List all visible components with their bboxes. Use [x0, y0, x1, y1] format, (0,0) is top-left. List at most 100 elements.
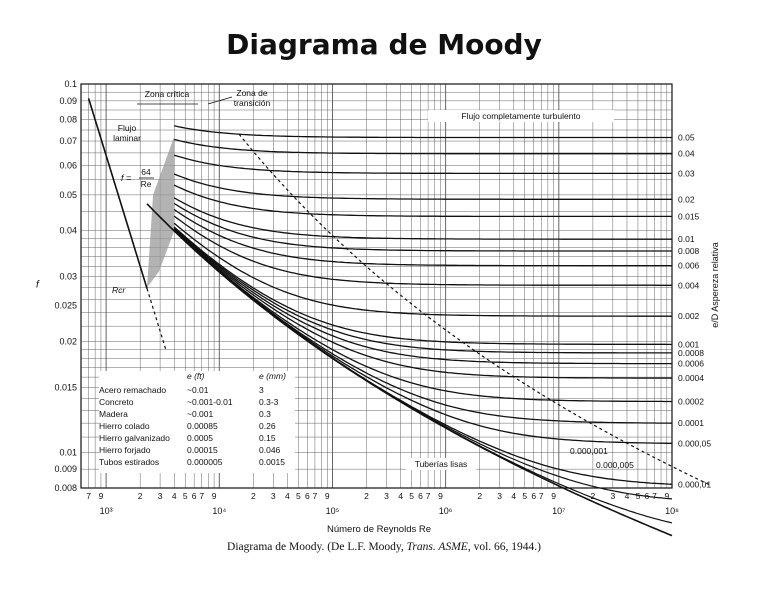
plot-frame [80, 83, 673, 489]
x-tick-label: 9 [212, 491, 217, 501]
roughness-curve [173, 209, 672, 267]
material-name: Tubos estirados [99, 457, 160, 467]
caption-text: Diagrama de Moody. (De L.F. Moody, [227, 541, 407, 553]
smooth-pipe-curve [146, 203, 673, 537]
roughness-curve [173, 229, 672, 403]
material-name: Acero remachado [99, 385, 167, 395]
table-row: Madera ~0.001 0.3 [99, 409, 295, 420]
roughness-mm: 0.26 [259, 421, 276, 431]
roughness-curve [173, 226, 672, 346]
x-tick-label: 5 [409, 491, 414, 501]
x-tick-label: 4 [398, 491, 403, 501]
roughness-label: 0.006 [678, 261, 700, 271]
x-tick-label: 4 [285, 491, 290, 501]
roughness-mm: 0.046 [259, 445, 281, 455]
axis-layer: 0.050.040.030.020.0150.010.0080.0060.004… [36, 79, 720, 535]
roughness-label: 0.008 [678, 246, 700, 256]
critical-reynolds-label: Rcr [112, 285, 126, 295]
table-header-mm: e (mm) [259, 371, 286, 381]
y-tick-label: 0.08 [59, 115, 77, 125]
x-tick-label: 7 [652, 491, 657, 501]
roughness-label: 0.000,05 [678, 438, 711, 448]
roughness-label: 0.0002 [678, 396, 704, 406]
roughness-mm: 0.15 [259, 433, 276, 443]
smooth-pipes-label: Tuberías lisas [415, 459, 468, 469]
roughness-ft: 0.000005 [187, 457, 223, 467]
x-tick-label: 3 [610, 491, 615, 501]
roughness-mm: 3 [259, 385, 264, 395]
page-title: Diagrama de Moody [226, 28, 542, 61]
table-row: Concreto ~0.001-0.01 0.3-3 [99, 397, 295, 408]
y-tick-label: 0.008 [54, 483, 77, 493]
x-tick-label: 3 [497, 491, 502, 501]
roughness-label: 0.001 [678, 339, 700, 349]
roughness-label: 0.03 [678, 168, 695, 178]
roughness-curve [174, 154, 672, 175]
y-tick-label: 0.015 [54, 382, 77, 392]
roughness-mm: 0.3 [259, 409, 271, 419]
x-tick-label: 6 [305, 491, 310, 501]
table-row: Hierro galvanizado 0.0005 0.15 [99, 433, 295, 444]
material-name: Madera [99, 409, 128, 419]
roughness-label: 0.02 [678, 194, 695, 204]
turbulent-flow-label: Flujo completamente turbulento [461, 111, 580, 121]
x-tick-label: 5 [183, 491, 188, 501]
x-tick-label: 6 [531, 491, 536, 501]
table-header-ft: e (ft) [187, 371, 205, 381]
x-tick-label: 4 [625, 491, 630, 501]
y-tick-label: 0.05 [59, 190, 77, 200]
roughness-ft: 0.00085 [187, 421, 218, 431]
extra-curve-label: 0.000,005 [596, 460, 634, 470]
y-tick-label: 0.025 [54, 301, 77, 311]
zona-transicion-label: Zona de [236, 88, 267, 98]
x-tick-label: 7 [313, 491, 318, 501]
x-tick-label: 2 [591, 491, 596, 501]
x-tick-label: 7 [86, 491, 91, 501]
x-tick-label: 3 [271, 491, 276, 501]
x-decade-label: 10³ [100, 506, 113, 516]
x-tick-label: 2 [251, 491, 256, 501]
material-name: Hierro forjado [99, 445, 151, 455]
laminar-formula-den: Re [141, 179, 152, 189]
roughness-ft: ~0.001 [187, 409, 214, 419]
x-tick-label: 6 [645, 491, 650, 501]
material-table: e (ft) e (mm) Acero remachado ~0.01 3 Co… [99, 371, 295, 473]
x-tick-label: 9 [664, 491, 669, 501]
x-tick-label: 4 [172, 491, 177, 501]
roughness-curve [174, 138, 672, 155]
x-tick-label: 9 [551, 491, 556, 501]
roughness-mm: 0.3-3 [259, 397, 279, 407]
roughness-label: 0.004 [678, 280, 700, 290]
roughness-ft: ~0.001-0.01 [187, 397, 233, 407]
zona-transicion-label: transición [234, 98, 271, 108]
transition-boundary-line [238, 133, 712, 487]
y-tick-label: 0.01 [59, 447, 77, 457]
x-tick-label: 9 [99, 491, 104, 501]
y-tick-label: 0.07 [59, 136, 77, 146]
x-tick-label: 6 [192, 491, 197, 501]
extra-curve-label: 0.000,001 [570, 446, 608, 456]
roughness-curve [173, 222, 672, 317]
x-tick-label: 2 [138, 491, 143, 501]
table-row: Acero remachado ~0.01 3 [99, 385, 295, 396]
material-name: Hierro galvanizado [99, 433, 170, 443]
roughness-ft: 0.0005 [187, 433, 213, 443]
roughness-curve [173, 184, 672, 218]
roughness-curve [173, 227, 672, 354]
laminar-extension-line [146, 288, 167, 352]
x-tick-label: 2 [364, 491, 369, 501]
roughness-label: 0.05 [678, 133, 695, 143]
zona-critica-label: Zona crítica [145, 89, 190, 99]
caption-text-end: , vol. 66, 1944.) [467, 541, 541, 553]
zona-transicion-pointer [207, 96, 233, 105]
laminar-line [87, 98, 148, 289]
x-decade-label: 10⁷ [552, 506, 565, 516]
roughness-curve [173, 215, 672, 286]
x-tick-label: 9 [325, 491, 330, 501]
laminar-formula-lhs: f = [121, 173, 131, 183]
smooth-pipes-label-bg [406, 458, 476, 470]
flujo-laminar-label: laminar [113, 133, 141, 143]
laminar-formula-num: 64 [141, 167, 151, 177]
